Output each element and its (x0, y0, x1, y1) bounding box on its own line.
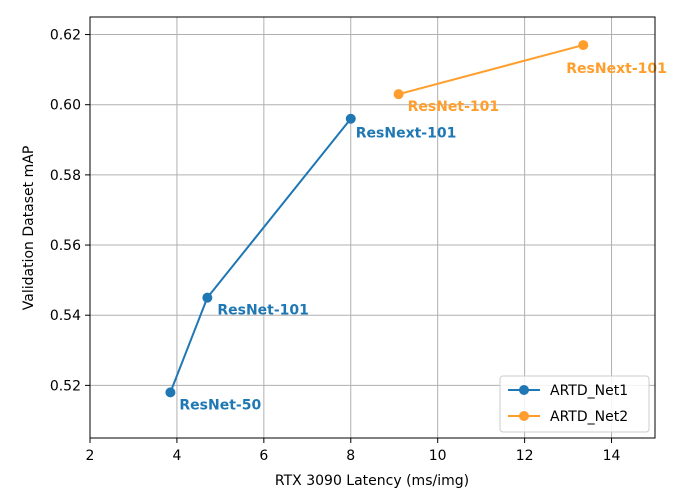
plot-frame (89, 16, 656, 439)
y-tick-label: 0.54 (50, 308, 81, 324)
data-point (578, 40, 589, 51)
axes: 2 4 6 8 10 12 14 0.52 0.54 0.56 0.58 0.60 0.62 (50, 16, 656, 464)
legend-marker (519, 411, 529, 421)
x-tick-label: 8 (346, 448, 355, 464)
point-label: ResNet-101 (217, 303, 309, 319)
legend-label: ARTD_Net2 (550, 409, 628, 425)
point-label: ResNext-101 (566, 61, 667, 77)
x-tick-label: 10 (429, 448, 447, 464)
legend-label: ARTD_Net1 (550, 383, 628, 399)
series-line (398, 44, 584, 96)
y-tick-label: 0.58 (50, 168, 81, 184)
point-label: ResNet-50 (179, 397, 261, 413)
y-axis-label: Validation Dataset mAP (21, 146, 37, 311)
data-point (202, 292, 213, 303)
series-layer: ResNet-50 ResNet-101 ResNext-101 ResNet-101… (165, 40, 667, 413)
y-tick-label: 0.60 (50, 98, 81, 114)
data-point (165, 387, 176, 398)
x-tick-label: 4 (172, 448, 181, 464)
x-tick-label: 12 (516, 448, 534, 464)
y-tick-label: 0.56 (50, 238, 81, 254)
x-tick-label: 2 (86, 448, 95, 464)
legend: ARTD_Net1 ARTD_Net2 (499, 375, 650, 433)
y-tick-label: 0.52 (50, 378, 81, 394)
point-label: ResNext-101 (356, 126, 457, 142)
data-point (345, 113, 356, 124)
y-tick-label: 0.62 (50, 28, 81, 44)
legend-marker (519, 385, 529, 395)
x-tick-label: 14 (603, 448, 621, 464)
x-tick-label: 6 (259, 448, 268, 464)
data-point (393, 89, 404, 100)
x-axis-label: RTX 3090 Latency (ms/img) (275, 473, 469, 489)
point-label: ResNet-101 (408, 99, 500, 115)
